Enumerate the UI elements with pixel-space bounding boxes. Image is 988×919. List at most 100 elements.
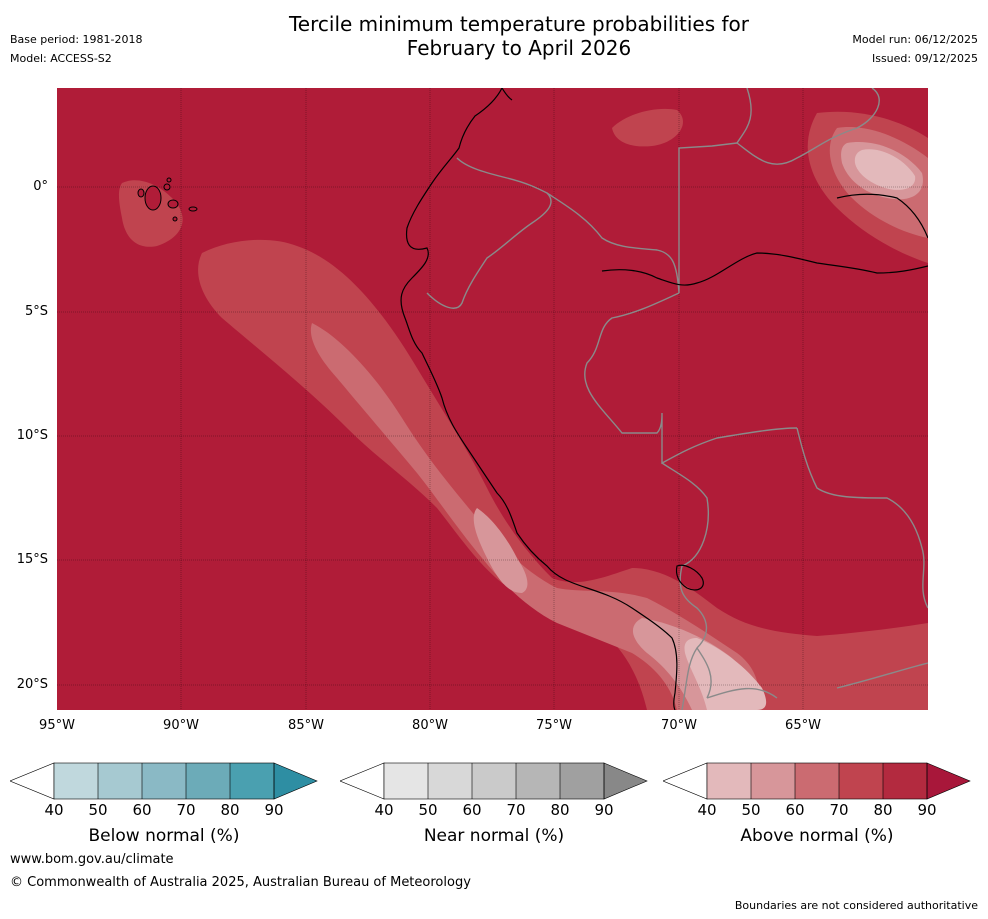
colorbar-below-segment-1 <box>54 763 98 799</box>
colorbar-near-low-extend <box>340 762 385 800</box>
near-tick-70: 70 <box>506 801 526 819</box>
island-marchena <box>166 177 172 183</box>
contour-above-80-pacific-tongue <box>198 239 928 710</box>
colorbar-near-segment-4 <box>516 763 560 799</box>
meta-right: Model run: 06/12/2025 Issued: 09/12/2025 <box>852 30 978 68</box>
border-bolivia-chile-argentina <box>696 647 928 699</box>
probability-contours <box>118 108 928 710</box>
below-tick-90: 90 <box>264 801 284 819</box>
colorbar-above-segment-2 <box>751 763 795 799</box>
boundary-disclaimer: Boundaries are not considered authoritat… <box>734 899 978 912</box>
border-peru-brazil <box>584 292 798 465</box>
above-tick-70: 70 <box>829 801 849 819</box>
lon-label-75w: 75°W <box>536 718 572 733</box>
border-colombia-venezuela <box>736 88 880 165</box>
colorbar-below-normal <box>10 762 318 800</box>
colorbar-near-segment-2 <box>428 763 472 799</box>
island-santa-cruz <box>167 199 179 209</box>
below-tick-40: 40 <box>44 801 64 819</box>
border-colombia-ecuador <box>426 157 552 309</box>
above-tick-40: 40 <box>697 801 717 819</box>
model-run: Model run: 06/12/2025 <box>852 33 978 46</box>
colorbar-above-high-extend <box>926 762 971 800</box>
meta-left: Base period: 1981-2018 Model: ACCESS-S2 <box>10 30 142 68</box>
colorbar-above-low-extend <box>663 762 708 800</box>
colorbar-below-low-extend <box>10 762 55 800</box>
colorbar-below-high-extend <box>273 762 318 800</box>
coastlines <box>400 88 928 710</box>
title-line-1: Tercile minimum temperature probabilitie… <box>288 12 750 36</box>
legend-title-above-normal: Above normal (%) <box>740 826 894 846</box>
lat-label-20s: 20°S <box>16 677 48 692</box>
border-colombia-peru-brazil <box>546 142 738 294</box>
website-link[interactable]: www.bom.gov.au/climate <box>10 852 174 867</box>
contour-above-50-south <box>684 638 767 710</box>
graticule <box>57 88 928 710</box>
below-tick-80: 80 <box>220 801 240 819</box>
island-san-cristobal <box>188 206 198 212</box>
below-tick-60: 60 <box>132 801 152 819</box>
galapagos-islands <box>137 177 198 222</box>
colorbar-above-segment-3 <box>795 763 839 799</box>
border-peru-bolivia <box>661 462 709 710</box>
coastline-lake-titicaca <box>675 564 704 591</box>
colorbar-near-segment-3 <box>472 763 516 799</box>
probability-map <box>57 88 928 710</box>
issued-date: Issued: 09/12/2025 <box>871 52 978 65</box>
border-bolivia-brazil <box>796 427 928 609</box>
coastline-caribbean <box>501 88 928 239</box>
near-tick-50: 50 <box>418 801 438 819</box>
colorbar-above-segment-4 <box>839 763 883 799</box>
contour-above-50-northeast <box>854 149 916 190</box>
colorbar-below-segment-5 <box>230 763 274 799</box>
near-tick-80: 80 <box>550 801 570 819</box>
base-period: Base period: 1981-2018 <box>10 33 143 46</box>
coastline-south-america-pacific <box>400 88 678 710</box>
below-tick-50: 50 <box>88 801 108 819</box>
colorbar-above-segment-1 <box>707 763 751 799</box>
copyright-notice: © Commonwealth of Australia 2025, Austra… <box>10 875 471 890</box>
near-tick-90: 90 <box>594 801 614 819</box>
model-name: Model: ACCESS-S2 <box>10 52 112 65</box>
near-tick-40: 40 <box>374 801 394 819</box>
island-isabela <box>144 185 162 211</box>
lon-label-80w: 80°W <box>412 718 448 733</box>
below-tick-70: 70 <box>176 801 196 819</box>
contour-above-60-coast <box>473 508 528 593</box>
lon-label-70w: 70°W <box>661 718 697 733</box>
colorbar-near-segment-1 <box>384 763 428 799</box>
legend-title-below-normal: Below normal (%) <box>88 826 240 846</box>
legend-title-near-normal: Near normal (%) <box>423 826 565 846</box>
island-santiago <box>163 183 171 191</box>
above-tick-80: 80 <box>873 801 893 819</box>
above-tick-50: 50 <box>741 801 761 819</box>
colorbar-above-normal <box>663 762 971 800</box>
contour-above-70-coastal <box>310 323 759 710</box>
island-fernandina <box>137 188 145 198</box>
lon-label-85w: 85°W <box>288 718 324 733</box>
colorbar-near-normal <box>340 762 648 800</box>
above-tick-60: 60 <box>785 801 805 819</box>
coastline-amazon-river <box>601 252 928 286</box>
contour-above-80-north-patch <box>612 108 683 147</box>
colorbar-below-segment-4 <box>186 763 230 799</box>
lat-label-5s: 5°S <box>24 304 48 319</box>
title-line-2: February to April 2026 <box>406 36 632 60</box>
lon-label-95w: 95°W <box>39 718 75 733</box>
lon-label-65w: 65°W <box>785 718 821 733</box>
colorbar-above-segment-5 <box>883 763 927 799</box>
lon-label-90w: 90°W <box>163 718 199 733</box>
near-tick-60: 60 <box>462 801 482 819</box>
colorbar-below-segment-3 <box>142 763 186 799</box>
map-background-above-90 <box>57 88 928 710</box>
colorbar-near-high-extend <box>603 762 648 800</box>
lat-label-10s: 10°S <box>16 428 48 443</box>
colorbar-near-segment-5 <box>560 763 604 799</box>
map-title: Tercile minimum temperature probabilitie… <box>194 12 844 60</box>
above-tick-90: 90 <box>917 801 937 819</box>
lat-label-0: 0° <box>33 179 48 194</box>
country-borders <box>426 88 928 710</box>
lat-label-15s: 15°S <box>16 552 48 567</box>
contour-above-80-galapagos <box>118 180 183 247</box>
island-espanola <box>172 216 178 222</box>
